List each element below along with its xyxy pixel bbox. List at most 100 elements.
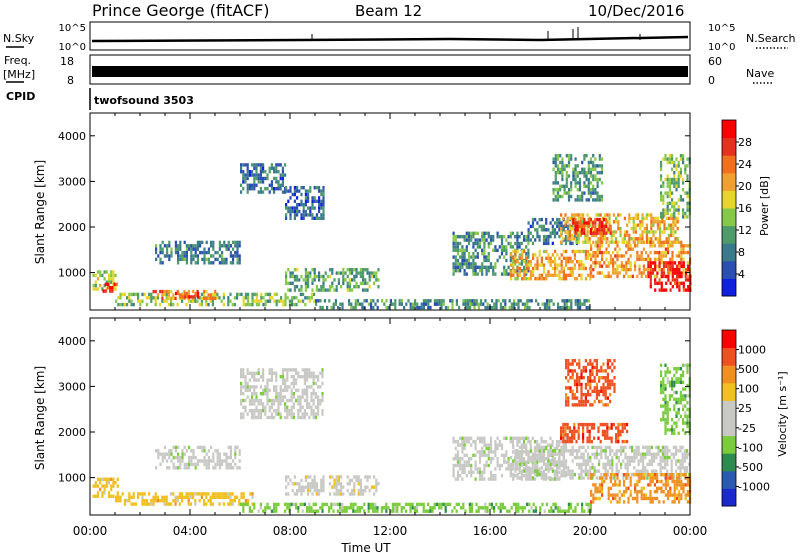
- cell: [598, 496, 601, 501]
- cell: [574, 198, 577, 202]
- cell: [522, 436, 526, 440]
- cell: [517, 509, 520, 513]
- cell: [109, 286, 112, 290]
- cell: [211, 495, 214, 499]
- cell: [233, 499, 236, 503]
- cell: [297, 412, 300, 416]
- cell: [594, 228, 597, 232]
- cell: [527, 241, 530, 246]
- cell: [686, 194, 689, 199]
- cell: [112, 277, 115, 281]
- cell: [603, 473, 606, 477]
- cell: [684, 250, 687, 255]
- cell: [591, 466, 594, 470]
- cell: [394, 302, 397, 306]
- cell: [571, 233, 574, 238]
- cell: [583, 224, 586, 229]
- cell: [617, 240, 620, 244]
- cell: [418, 305, 421, 310]
- cell: [668, 177, 671, 182]
- cell: [319, 371, 322, 375]
- cell: [545, 277, 548, 281]
- cell: [311, 196, 314, 200]
- cell: [221, 459, 224, 463]
- cell: [496, 443, 499, 447]
- cell: [285, 492, 288, 496]
- cell: [615, 240, 618, 244]
- cell: [240, 166, 243, 170]
- cell: [297, 506, 300, 510]
- cell: [425, 299, 428, 303]
- cell: [478, 457, 482, 461]
- cell: [370, 274, 373, 279]
- cell: [601, 479, 604, 484]
- cell: [566, 216, 569, 221]
- cell: [605, 473, 608, 477]
- cell: [567, 469, 570, 473]
- cell: [257, 368, 260, 372]
- cell: [682, 198, 685, 202]
- cell: [549, 231, 552, 235]
- cell: [588, 436, 591, 440]
- cell: [673, 281, 677, 285]
- cell: [607, 228, 610, 232]
- cell: [500, 238, 504, 242]
- cell: [555, 477, 559, 481]
- cell: [668, 194, 671, 199]
- cell: [514, 256, 517, 260]
- cell: [464, 305, 467, 310]
- cell: [478, 241, 482, 246]
- cell: [660, 261, 663, 265]
- cell: [564, 433, 567, 437]
- cell: [492, 238, 495, 242]
- cell: [301, 375, 304, 379]
- cell: [580, 403, 583, 407]
- cell: [600, 376, 603, 380]
- cell: [582, 369, 585, 373]
- cell: [337, 478, 340, 483]
- cell: [511, 443, 515, 447]
- cell: [471, 299, 474, 303]
- cell: [523, 273, 526, 277]
- cell: [389, 299, 392, 303]
- cell: [290, 398, 293, 403]
- cell: [279, 388, 282, 392]
- cell: [660, 285, 663, 289]
- cell: [311, 478, 314, 483]
- cell: [559, 305, 562, 310]
- cell: [227, 502, 230, 506]
- cell: [651, 240, 654, 245]
- cell: [99, 481, 102, 485]
- cell: [626, 429, 629, 434]
- cell: [554, 266, 557, 271]
- cell: [592, 483, 595, 487]
- cell: [470, 231, 473, 235]
- cell: [351, 488, 354, 493]
- cell: [669, 261, 672, 265]
- cell: [529, 459, 532, 463]
- cell: [273, 166, 276, 170]
- cell: [502, 305, 505, 310]
- cell: [611, 459, 614, 463]
- cell: [607, 261, 610, 265]
- cell: [616, 271, 619, 275]
- cell: [676, 264, 679, 268]
- cell: [304, 268, 307, 272]
- cell: [658, 278, 661, 282]
- cell: [192, 244, 195, 248]
- cell: [172, 302, 175, 307]
- cell: [289, 186, 292, 190]
- cell: [247, 302, 250, 307]
- cell: [664, 452, 667, 456]
- cell: [341, 502, 344, 507]
- beam-title: Beam 12: [355, 2, 422, 20]
- cell: [672, 472, 675, 477]
- cell: [684, 288, 688, 292]
- cell: [558, 277, 561, 281]
- cell: [663, 230, 666, 234]
- cell: [115, 499, 118, 503]
- cell: [481, 272, 484, 276]
- cell: [380, 509, 383, 513]
- cell: [582, 429, 585, 434]
- cell: [623, 479, 626, 484]
